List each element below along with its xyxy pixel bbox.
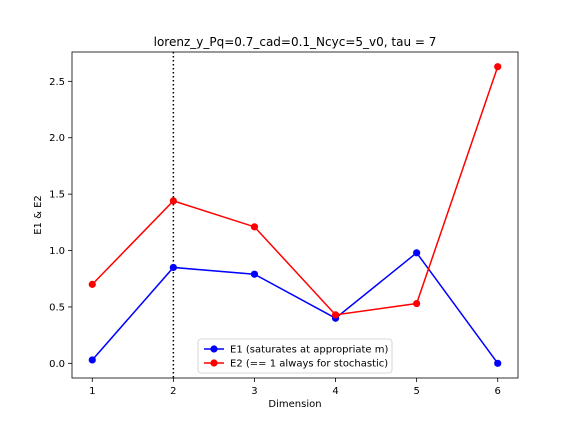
series-1-point	[494, 359, 502, 367]
x-tick-label: 3	[251, 386, 257, 397]
x-tick-label: 4	[332, 386, 338, 397]
chart-title: lorenz_y_Pq=0.7_cad=0.1_Ncyc=5_v0, tau =…	[154, 35, 437, 49]
x-axis-label: Dimension	[268, 399, 321, 410]
x-tick-label: 6	[495, 386, 501, 397]
series-2-point	[494, 63, 502, 71]
y-tick-label: 2.0	[49, 133, 65, 144]
legend-entry-1: E1 (saturates at appropriate m)	[230, 345, 388, 356]
y-tick-label: 0.0	[49, 359, 65, 370]
y-tick-label: 0.5	[49, 302, 65, 313]
y-tick-label: 2.5	[49, 77, 65, 88]
legend-entry-2: E2 (== 1 always for stochastic)	[230, 359, 388, 370]
series-1-point	[169, 263, 177, 272]
x-tick-label: 5	[413, 386, 419, 397]
series-1-point	[413, 249, 421, 257]
series-line-2	[91, 66, 499, 316]
legend-box	[197, 338, 393, 374]
plot-frame	[71, 51, 519, 379]
series-1-point	[88, 356, 96, 364]
legend: E1 (saturates at appropriate m) E2 (== 1 …	[197, 338, 393, 374]
y-axis-label: E1 & E2	[33, 195, 44, 235]
x-tick-label: 2	[170, 386, 176, 397]
series-2-point	[169, 197, 177, 205]
series-2-point	[331, 311, 340, 319]
series-2-point	[413, 299, 421, 308]
series-2-point	[250, 223, 259, 231]
series-2-point	[88, 280, 96, 288]
y-tick-label: 1.0	[49, 246, 65, 257]
x-tick-label: 1	[89, 386, 95, 397]
legend-marker	[210, 359, 218, 367]
series-1-point	[250, 270, 259, 278]
series-line-1	[91, 251, 499, 364]
y-tick-label: 1.5	[49, 190, 65, 201]
legend-marker	[210, 345, 218, 353]
